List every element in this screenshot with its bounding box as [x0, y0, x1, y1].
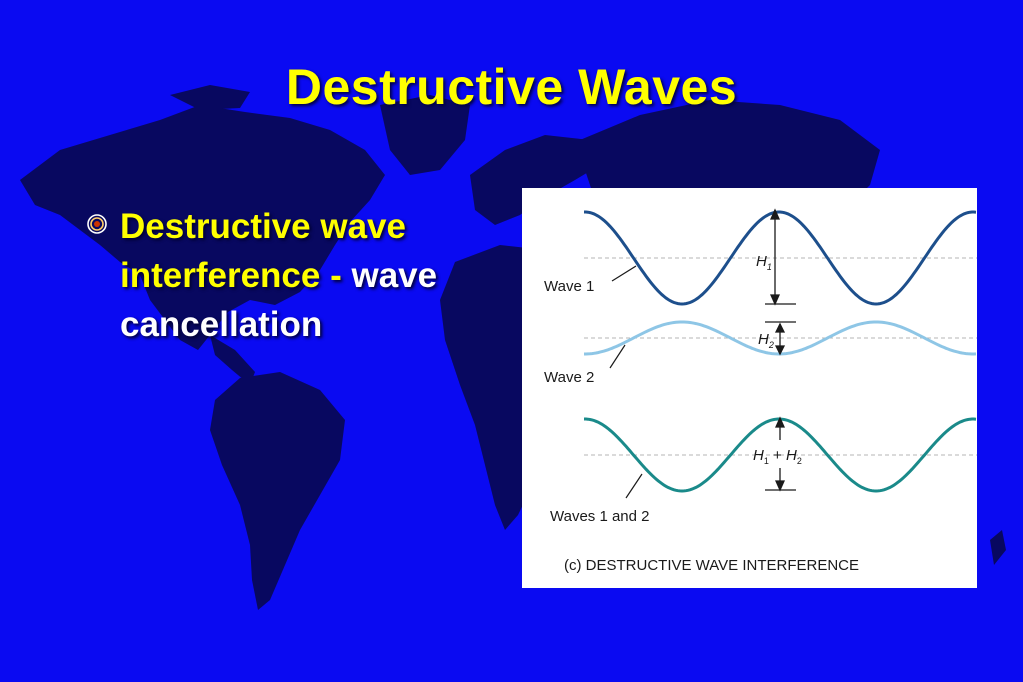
h2-height-arrow	[765, 321, 796, 356]
target-bullet-icon	[87, 214, 107, 234]
wave1-leader-line	[611, 265, 637, 282]
combined-label: Waves 1 and 2	[550, 508, 650, 525]
wave1-label: Wave 1	[544, 278, 594, 295]
h1-height-arrow	[765, 208, 796, 306]
wave2-label: Wave 2	[544, 369, 594, 386]
sum-height-arrow	[765, 416, 796, 492]
bullet-term: Destructive wave interference	[120, 207, 406, 295]
wave1-curve	[584, 210, 977, 306]
slide-title: Destructive Waves	[285, 59, 738, 115]
h1-label: H1	[756, 253, 772, 272]
wave-interference-figure: Wave 1 Wave 2 Waves 1 and 2 H1 H2 H1 + H…	[522, 188, 977, 588]
h2-label: H2	[758, 331, 774, 350]
wave-diagram: Wave 1 Wave 2 Waves 1 and 2 H1 H2 H1 + H…	[544, 208, 977, 574]
bullet-point: Destructive wave interference - wave can…	[86, 202, 506, 349]
bullet-description: wave cancellation	[120, 256, 438, 344]
figure-caption: (c) DESTRUCTIVE WAVE INTERFERENCE	[564, 557, 859, 574]
wave2-leader-line	[609, 344, 626, 369]
combined-leader-line	[625, 473, 643, 499]
bullet-text: Destructive wave interference - wave can…	[120, 202, 506, 349]
sum-label: H1 + H2	[753, 447, 802, 466]
bullet-separator: -	[320, 256, 352, 295]
